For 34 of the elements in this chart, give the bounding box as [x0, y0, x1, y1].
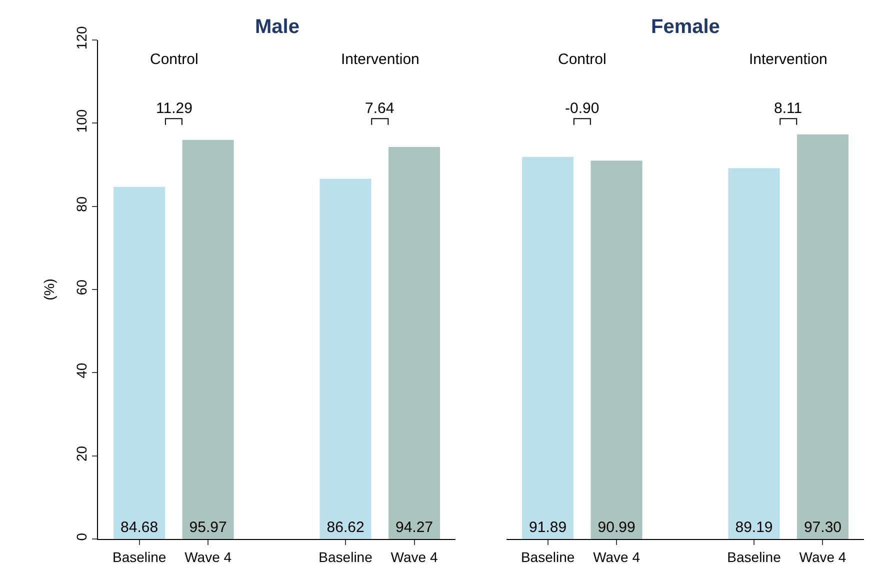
- data-label: 95.97: [189, 519, 227, 536]
- y-tick-label: 100: [73, 109, 90, 133]
- data-label: 90.99: [598, 519, 636, 536]
- x-tick-label: Wave 4: [390, 548, 438, 565]
- x-tick-label: Wave 4: [593, 548, 640, 565]
- y-tick-label: 0: [73, 532, 90, 541]
- x-tick-label: Baseline: [112, 548, 166, 565]
- x-tick-label: Baseline: [318, 548, 373, 565]
- annotation: Control: [150, 51, 198, 68]
- annotation: 8.11: [774, 100, 802, 117]
- chart-title: Female: [651, 16, 720, 38]
- annotation: 11.29: [156, 100, 192, 117]
- y-axis-title: (%): [41, 278, 58, 300]
- data-label: 91.89: [529, 519, 567, 536]
- y-tick-label: 80: [73, 196, 90, 212]
- data-label: 84.68: [120, 519, 158, 536]
- data-label: 97.30: [804, 519, 842, 536]
- x-tick-label: Wave 4: [184, 548, 232, 565]
- data-label: 94.27: [395, 519, 434, 536]
- y-tick-label: 40: [73, 362, 90, 378]
- data-label: 86.62: [326, 519, 364, 536]
- annotation: Intervention: [749, 51, 828, 68]
- chart-title: Male: [255, 16, 300, 38]
- annotation: Intervention: [341, 51, 420, 68]
- y-tick-label: 60: [73, 279, 90, 296]
- y-tick-label: 20: [73, 446, 90, 462]
- x-tick-label: Baseline: [520, 548, 575, 565]
- annotation: -0.90: [565, 100, 600, 117]
- y-tick-label: 120: [73, 26, 90, 50]
- data-label: 89.19: [735, 519, 773, 536]
- annotation: Control: [558, 51, 606, 68]
- x-tick-label: Wave 4: [799, 548, 846, 565]
- annotation: 7.64: [365, 100, 394, 117]
- x-tick-label: Baseline: [727, 548, 782, 565]
